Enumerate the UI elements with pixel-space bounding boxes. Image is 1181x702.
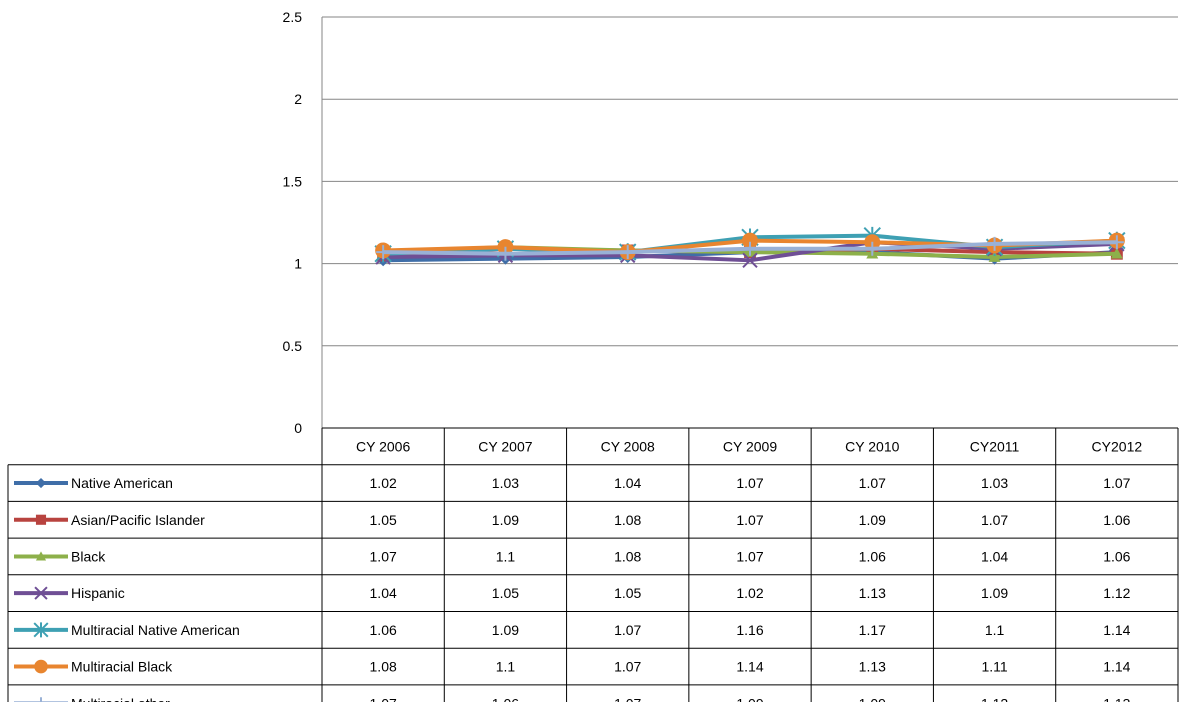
table-cell-value: 1.07 [736,548,763,564]
y-tick-label: 2 [294,91,302,107]
legend-key-marker [33,622,49,638]
table-cell-value: 1.07 [1103,475,1130,491]
table-cell-value: 1.08 [370,659,397,675]
table-cell-value: 1.04 [614,475,641,491]
legend-key-marker [35,514,47,525]
table-cell-value: 1.11 [981,659,1007,675]
data-point [376,245,391,260]
table-cell-value: 1.13 [859,659,886,675]
legend-label: Multiracial Black [71,659,173,675]
x-category-label: CY2012 [1092,438,1143,454]
legend-label: Native American [71,475,173,491]
y-tick-label: 1.5 [283,173,303,189]
legend-label: Black [71,548,106,564]
data-point [498,246,513,261]
y-tick-label: 2.5 [283,9,303,25]
table-cell-value: 1.13 [859,585,886,601]
table-cell-value: 1.1 [985,622,1005,638]
x-category-label: CY2011 [970,438,1020,454]
legend-label: Multiracial Native American [71,622,240,638]
table-cell-value: 1.09 [859,512,886,528]
table-cell-value: 1.09 [981,585,1008,601]
legend-key-marker [35,477,47,489]
x-category-label: CY 2008 [601,438,655,454]
table-cell-value: 1.1 [496,659,516,675]
table-cell-value: 1.03 [492,475,519,491]
table-cell-value: 1.09 [859,695,886,702]
series-lines [374,226,1126,269]
table-cell-value: 1.13 [1103,695,1130,702]
data-point [743,241,757,256]
table-cell-value: 1.03 [981,475,1008,491]
x-category-label: CY 2010 [845,438,899,454]
table-cell-value: 1.12 [981,695,1008,702]
table-cell-value: 1.05 [492,585,519,601]
series-6 [376,235,1124,261]
table-cell-value: 1.07 [736,475,763,491]
table-cell-value: 1.06 [859,548,886,564]
data-table: CY 2006 CY 2007 CY 2008 CY 2009 CY 2010 CY201… [7,427,1179,702]
table-cell-value: 1.14 [736,659,763,675]
legend-label: Hispanic [71,585,125,601]
table-cell-value: 1.09 [492,622,519,638]
table-cell-value: 1.04 [981,548,1008,564]
table-cell-value: 1.05 [370,512,397,528]
table-cell-value: 1.02 [736,585,763,601]
data-point [987,236,1002,251]
table-cell-value: 1.07 [614,622,641,638]
table-cell-value: 1.07 [736,512,763,528]
legend-key-marker [35,551,47,561]
table-cell-value: 1.08 [614,512,641,528]
data-point [865,241,880,256]
table-cell-value: 1.02 [370,475,397,491]
legend-key-marker [40,697,42,702]
y-tick-label: 0.5 [283,338,303,354]
legend-key-marker [34,659,48,674]
y-tick-label: 1 [294,256,302,272]
data-point [988,251,1001,262]
table-cell-value: 1.07 [859,475,886,491]
table-cell-value: 1.17 [859,622,886,638]
legend-label: Multiracial other [71,695,170,702]
table-cell-value: 1.04 [370,585,397,601]
table-cell-value: 1.05 [614,585,641,601]
legend-key-marker [34,586,48,600]
y-axis: 0 0.5 1 1.5 2 2.5 [283,9,303,436]
data-point [742,252,758,269]
table-cell-value: 1.09 [736,695,763,702]
table-cell-value: 1.06 [492,695,519,702]
table-cell-value: 1.06 [370,622,397,638]
legend-label: Asian/Pacific Islander [71,512,205,528]
table-cell-value: 1.14 [1103,622,1130,638]
table-cell-value: 1.12 [1103,585,1130,601]
x-category-label: CY 2009 [723,438,777,454]
data-point [620,245,635,260]
table-cell-value: 1.07 [614,659,641,675]
table-cell-value: 1.09 [492,512,519,528]
table-cell-value: 1.1 [496,548,516,564]
table-cell-value: 1.07 [981,512,1008,528]
gridlines [321,16,1178,428]
table-cell-value: 1.14 [1103,659,1130,675]
table-cell-value: 1.07 [614,695,641,702]
table-cell-value: 1.08 [614,548,641,564]
table-cell-value: 1.07 [370,695,397,702]
table-cell-value: 1.16 [736,622,763,638]
data-point [742,232,758,249]
table-cell-value: 1.07 [370,548,397,564]
y-tick-label: 0 [294,420,302,436]
x-category-label: CY 2007 [478,438,532,454]
x-category-label: CY 2006 [356,438,410,454]
table-cell-value: 1.06 [1103,512,1130,528]
data-point [1110,247,1123,259]
table-cell-value: 1.06 [1103,548,1130,564]
data-point [1109,235,1124,250]
